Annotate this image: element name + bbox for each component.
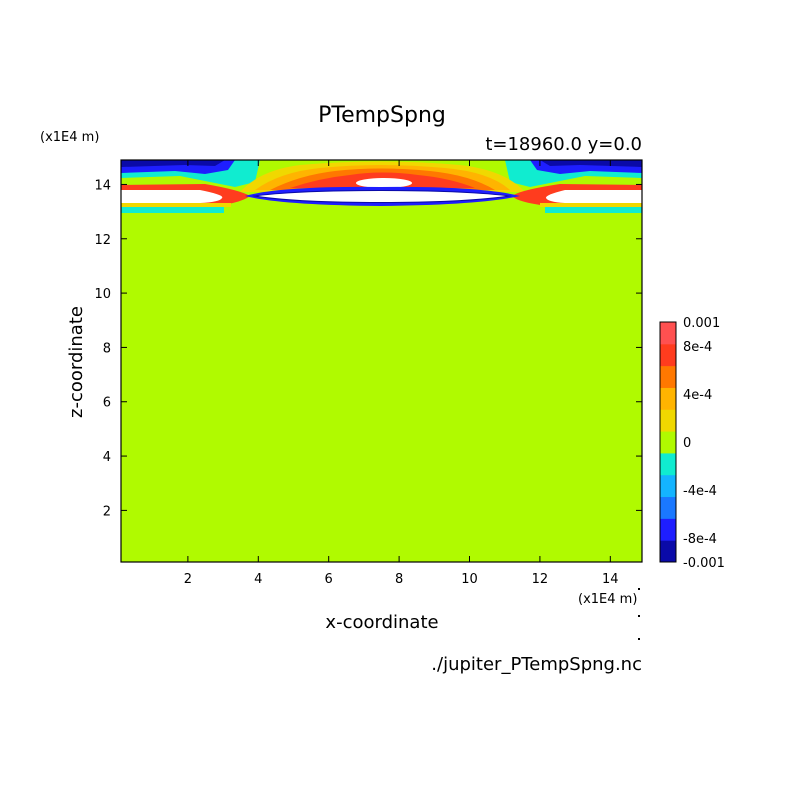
contour-center-peak bbox=[356, 178, 412, 188]
y-tick-label: 2 bbox=[103, 504, 111, 519]
x-axis-label: x-coordinate bbox=[325, 612, 438, 633]
colorbar-swatch bbox=[660, 409, 676, 432]
contour-right-white bbox=[545, 190, 642, 203]
marker-dot bbox=[638, 588, 640, 590]
y-tick-label: 6 bbox=[103, 396, 111, 411]
colorbar-swatch bbox=[660, 343, 676, 367]
colorbar-swatch bbox=[660, 387, 676, 410]
y-tick-label: 14 bbox=[94, 178, 111, 193]
x-tick-label: 14 bbox=[602, 572, 619, 587]
contour-left-darkest bbox=[121, 160, 225, 167]
x-axis-ticks: 2 4 6 8 10 12 14 bbox=[184, 160, 619, 587]
y-tick-label: 12 bbox=[94, 233, 111, 248]
y-tick-label: 8 bbox=[103, 341, 111, 356]
marker-dot bbox=[638, 615, 640, 617]
source-file-label: ./jupiter_PTempSpng.nc bbox=[431, 654, 642, 675]
axis-markers bbox=[638, 588, 640, 640]
y-tick-label: 4 bbox=[103, 450, 111, 465]
colorbar-swatch bbox=[660, 431, 676, 454]
colorbar-frame bbox=[659, 321, 677, 563]
z-unit-label: (x1E4 m) bbox=[40, 130, 99, 145]
colorbar-tick-label: -8e-4 bbox=[683, 532, 717, 547]
marker-dot bbox=[638, 638, 640, 640]
colorbar-swatch bbox=[660, 540, 676, 563]
colorbar-tick-label: -0.001 bbox=[683, 556, 725, 571]
x-tick-label: 12 bbox=[532, 572, 549, 587]
colorbar-swatch bbox=[660, 474, 676, 498]
plot-frame bbox=[120, 159, 643, 563]
colorbar-tick-label: -4e-4 bbox=[683, 484, 717, 499]
chart-title: PTempSpng bbox=[318, 103, 446, 128]
y-axis-ticks: 2 4 6 8 10 12 14 bbox=[94, 178, 642, 519]
colorbar-tick-label: 4e-4 bbox=[683, 388, 712, 403]
x-tick-label: 6 bbox=[325, 572, 333, 587]
colorbar-swatch bbox=[660, 496, 676, 519]
x-tick-label: 8 bbox=[395, 572, 403, 587]
plot-area bbox=[121, 160, 642, 562]
y-tick-label: 10 bbox=[94, 287, 111, 302]
colorbar-swatch bbox=[660, 518, 676, 541]
contour-right-lower-yellow bbox=[540, 203, 642, 207]
colorbar-tick-label: 8e-4 bbox=[683, 340, 712, 355]
contour-left-white bbox=[121, 190, 223, 203]
colorbar-swatch bbox=[660, 365, 676, 388]
contour-left-lower-yellow bbox=[121, 203, 231, 207]
contour-center-white bbox=[258, 191, 506, 202]
chart-subtitle: t=18960.0 y=0.0 bbox=[485, 134, 642, 155]
colorbar: 0.001 8e-4 4e-4 0 -4e-4 -8e-4 -0.001 bbox=[659, 316, 725, 571]
colorbar-tick-label: 0.001 bbox=[683, 316, 720, 331]
colorbar-swatch bbox=[660, 322, 676, 345]
colorbar-tick-label: 0 bbox=[683, 436, 691, 451]
x-tick-label: 2 bbox=[184, 572, 192, 587]
colorbar-swatch bbox=[660, 452, 676, 476]
background-field bbox=[121, 160, 642, 562]
y-axis-label: z-coordinate bbox=[66, 306, 87, 418]
x-tick-label: 10 bbox=[461, 572, 478, 587]
contour-right-lower-cyan bbox=[545, 207, 642, 213]
x-unit-label: (x1E4 m) bbox=[578, 592, 637, 607]
contour-right-darkest bbox=[540, 160, 642, 167]
contour-left-lower-cyan bbox=[121, 207, 224, 213]
x-tick-label: 4 bbox=[254, 572, 262, 587]
